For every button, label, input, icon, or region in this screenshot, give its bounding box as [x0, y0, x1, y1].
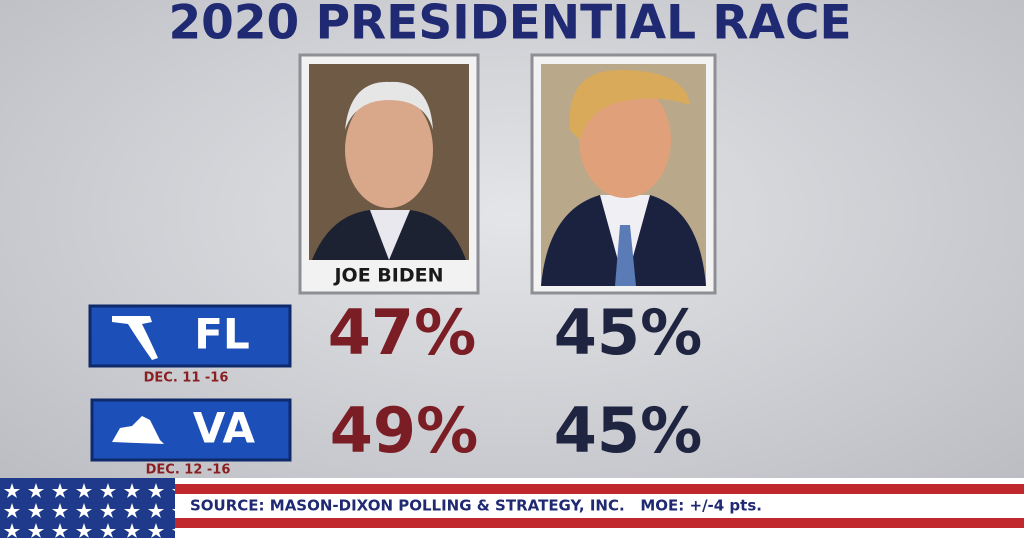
result: 49%: [330, 394, 478, 467]
candidate-name: JOE BIDEN: [332, 265, 443, 287]
result: 47%: [328, 296, 476, 369]
candidate-photo: [298, 53, 480, 295]
poll-dates: DEC. 11 -16: [144, 371, 229, 386]
state-badge: [90, 398, 292, 462]
result: 45%: [554, 296, 702, 369]
candidate-photo: [530, 53, 717, 295]
title: 2020 PRESIDENTIAL RACE: [168, 0, 851, 51]
poll-dates: DEC. 12 -16: [146, 463, 231, 478]
result: 45%: [554, 394, 702, 467]
source: SOURCE: MASON-DIXON POLLING & STRATEGY, …: [190, 497, 762, 515]
flag-footer: [0, 478, 1024, 538]
state-abbr: VA: [193, 404, 256, 453]
state-abbr: FL: [194, 310, 249, 359]
state-badge: [88, 304, 292, 368]
